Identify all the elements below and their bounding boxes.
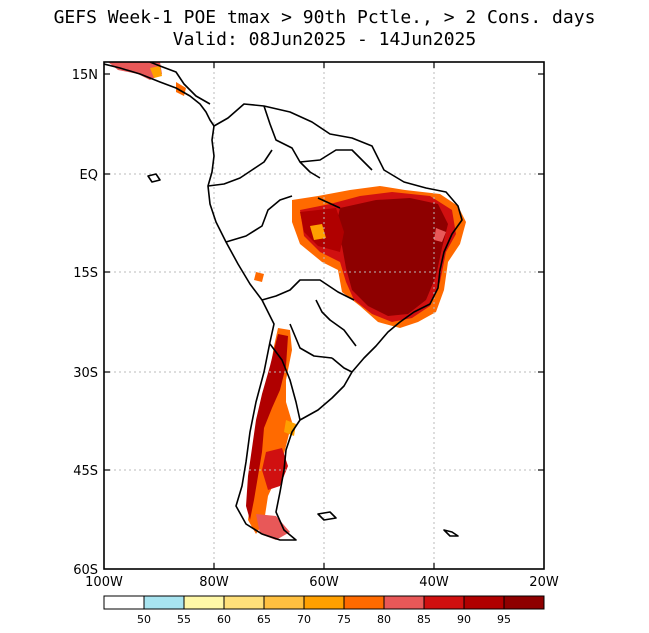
lon-label-40w: 40W xyxy=(419,575,449,590)
legend-label: 55 xyxy=(177,613,191,626)
legend-swatch xyxy=(423,595,465,610)
legend-swatch xyxy=(343,595,385,610)
lon-label-100w: 100W xyxy=(85,575,123,590)
legend-swatch xyxy=(303,595,345,610)
legend-swatch xyxy=(263,595,305,610)
lat-label-45s: 45S xyxy=(73,464,98,479)
lat-label-eq: EQ xyxy=(80,168,98,183)
map-title: GEFS Week-1 POE tmax > 90th Pctle., > 2 … xyxy=(53,7,596,28)
map-valid-period: Valid: 08Jun2025 - 14Jun2025 xyxy=(172,29,477,50)
legend-swatch xyxy=(463,595,505,610)
legend-label: 70 xyxy=(297,613,311,626)
lon-label-60w: 60W xyxy=(309,575,339,590)
legend-label: 90 xyxy=(457,613,471,626)
legend-swatch xyxy=(143,595,185,610)
legend-swatch xyxy=(503,595,545,610)
legend-label: 95 xyxy=(497,613,511,626)
legend-label: 60 xyxy=(217,613,231,626)
legend-swatch xyxy=(223,595,265,610)
probability-fields xyxy=(108,62,466,540)
lon-label-80w: 80W xyxy=(199,575,229,590)
field-central-america xyxy=(108,62,162,80)
color-legend: 50 55 60 65 70 75 80 85 90 95 xyxy=(103,595,545,626)
legend-label: 50 xyxy=(137,613,151,626)
legend-swatch xyxy=(183,595,225,610)
legend-swatch xyxy=(103,595,145,610)
graticule xyxy=(104,62,544,569)
legend-swatch xyxy=(383,595,425,610)
field-brazil-core xyxy=(336,198,448,316)
legend-label: 80 xyxy=(377,613,391,626)
lat-label-60s: 60S xyxy=(73,563,98,578)
lon-label-20w: 20W xyxy=(529,575,559,590)
lat-label-15n: 15N xyxy=(72,68,98,83)
legend-label: 65 xyxy=(257,613,271,626)
coastlines xyxy=(104,62,463,541)
lat-label-15s: 15S xyxy=(73,266,98,281)
lat-label-30s: 30S xyxy=(73,366,98,381)
legend-label: 75 xyxy=(337,613,351,626)
legend-label: 85 xyxy=(417,613,431,626)
